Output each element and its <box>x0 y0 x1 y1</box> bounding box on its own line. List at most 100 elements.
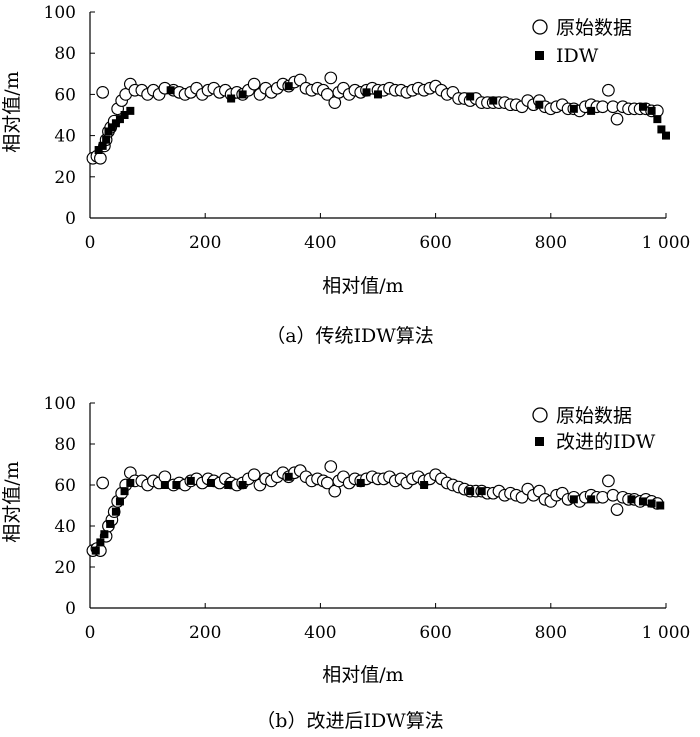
chart-b-marks <box>86 460 665 557</box>
legend-b-label-idw: 改进的IDW <box>556 431 656 453</box>
legend-a-square-marker <box>535 51 544 60</box>
chart-b-x-tick-label: 200 <box>189 623 221 643</box>
chart-a-point-idw <box>94 146 103 155</box>
chart-b-point-idw <box>587 495 596 504</box>
chart-b-point-idw <box>115 497 124 506</box>
chart-a-x-tick-label: 1 000 <box>642 233 691 253</box>
chart-a-point-idw <box>638 102 647 111</box>
chart-a-x-tick-label: 200 <box>189 233 221 253</box>
chart-a-point-idw <box>102 135 111 144</box>
chart-b-y-tick-label: 0 <box>65 599 76 619</box>
chart-a-point-original <box>324 71 338 85</box>
chart-a-point-idw <box>362 88 371 97</box>
chart-a-point-idw <box>238 90 247 99</box>
chart-a-point-idw <box>284 82 293 91</box>
chart-b-y-tick-label: 40 <box>54 517 76 537</box>
chart-a-point-idw <box>489 96 498 105</box>
chart-a-y-tick-label: 100 <box>44 3 76 23</box>
chart-b-point-idw <box>96 538 105 547</box>
chart-a-point-idw <box>374 90 382 99</box>
legend-a-label-original: 原始数据 <box>556 17 632 39</box>
chart-a-y-tick-label: 80 <box>54 44 76 64</box>
chart-a-point-idw <box>535 100 544 109</box>
chart-a-x-tick-label: 600 <box>419 233 451 253</box>
chart-a-legend: 原始数据 IDW <box>532 17 632 67</box>
chart-a-point-idw <box>662 131 670 140</box>
chart-b-x-tick-label: 600 <box>419 623 451 643</box>
chart-b-y-tick-label: 100 <box>44 394 76 414</box>
chart-a-point-idw <box>657 125 666 134</box>
chart-b-x-tick-label: 800 <box>535 623 567 643</box>
chart-b-plot-area <box>89 403 666 609</box>
chart-b-point-idw <box>100 530 109 539</box>
chart-a-plot-area <box>89 12 666 219</box>
chart-a-xlabel: 相对值/m <box>322 275 403 297</box>
chart-b-point-idw <box>647 499 656 508</box>
chart-b-point-idw <box>420 481 429 489</box>
legend-a-label-idw: IDW <box>556 45 599 67</box>
chart-a-point-idw <box>115 115 124 124</box>
legend-b-label-original: 原始数据 <box>556 405 632 427</box>
chart-b-point-original <box>596 490 609 504</box>
chart-b-point-idw <box>627 495 636 504</box>
chart-a-point-idw <box>104 127 113 136</box>
chart-b-point-idw <box>466 487 475 496</box>
chart-a-point-idw <box>166 86 175 95</box>
chart-a-y-tick-label: 60 <box>54 85 76 105</box>
chart-b-point-idw <box>160 481 169 489</box>
chart-b-x-tick-label: 400 <box>304 623 336 643</box>
caption-a: （a）传统IDW算法 <box>266 325 434 347</box>
chart-b-x-tick-label: 0 <box>85 623 96 643</box>
chart-a-ylabel: 相对值/m <box>1 71 23 152</box>
chart-b-point-idw <box>356 478 365 487</box>
chart-b-point-idw <box>172 481 181 489</box>
chart-b-point-idw <box>656 501 665 510</box>
chart-a-point-original <box>602 83 615 97</box>
chart-b-legend: 原始数据 改进的IDW <box>532 405 656 453</box>
chart-b-ylabel: 相对值/m <box>1 461 23 542</box>
chart-a-point-idw <box>653 115 662 124</box>
chart-b-y-tick-label: 80 <box>54 435 76 455</box>
chart-a-point-original <box>94 151 107 165</box>
chart-b-point-original <box>610 503 624 516</box>
legend-b-square-marker <box>535 437 544 446</box>
chart-a-point-idw <box>98 141 107 150</box>
chart-b-point-idw <box>111 507 120 516</box>
chart-a-y-tick-label: 0 <box>65 209 76 229</box>
caption-b: （b）改进后IDW算法 <box>256 710 443 732</box>
chart-b-xlabel: 相对值/m <box>322 664 403 686</box>
chart-b-point-original <box>96 476 110 490</box>
chart-b-point-idw <box>284 472 293 481</box>
chart-a-point-original <box>610 112 624 126</box>
chart-b-point-idw <box>120 487 129 496</box>
chart-a-point-idw <box>107 123 116 132</box>
chart-b-point-original <box>602 474 615 488</box>
chart-a-point-idw <box>569 104 578 113</box>
chart-a-y-tick-label: 20 <box>54 168 76 188</box>
chart-b-point-idw <box>238 481 247 489</box>
legend-a-circle-marker <box>532 19 548 35</box>
chart-b-point-idw <box>126 478 135 487</box>
chart-b-y-tick-label: 20 <box>54 558 76 578</box>
legend-b-circle-marker <box>532 407 548 423</box>
chart-b-point-idw <box>106 519 115 528</box>
chart-b-x-tick-label: 1 000 <box>642 623 691 643</box>
chart-b-point-idw <box>186 476 195 485</box>
chart-a-y-tick-label: 40 <box>54 127 76 147</box>
chart-b-point-idw <box>91 546 100 555</box>
chart-a-x-tick-label: 800 <box>535 233 567 253</box>
chart-b-point-idw <box>638 497 647 506</box>
chart-a-point-original <box>247 77 261 91</box>
chart-a-point-idw <box>227 94 236 103</box>
chart-a-marks <box>86 71 670 165</box>
chart-b-point-idw <box>477 487 486 496</box>
chart-b-point-idw <box>569 495 578 504</box>
chart-b-point-idw <box>224 481 233 489</box>
chart-b-point-original <box>247 468 261 482</box>
chart-a-point-idw <box>126 106 135 115</box>
